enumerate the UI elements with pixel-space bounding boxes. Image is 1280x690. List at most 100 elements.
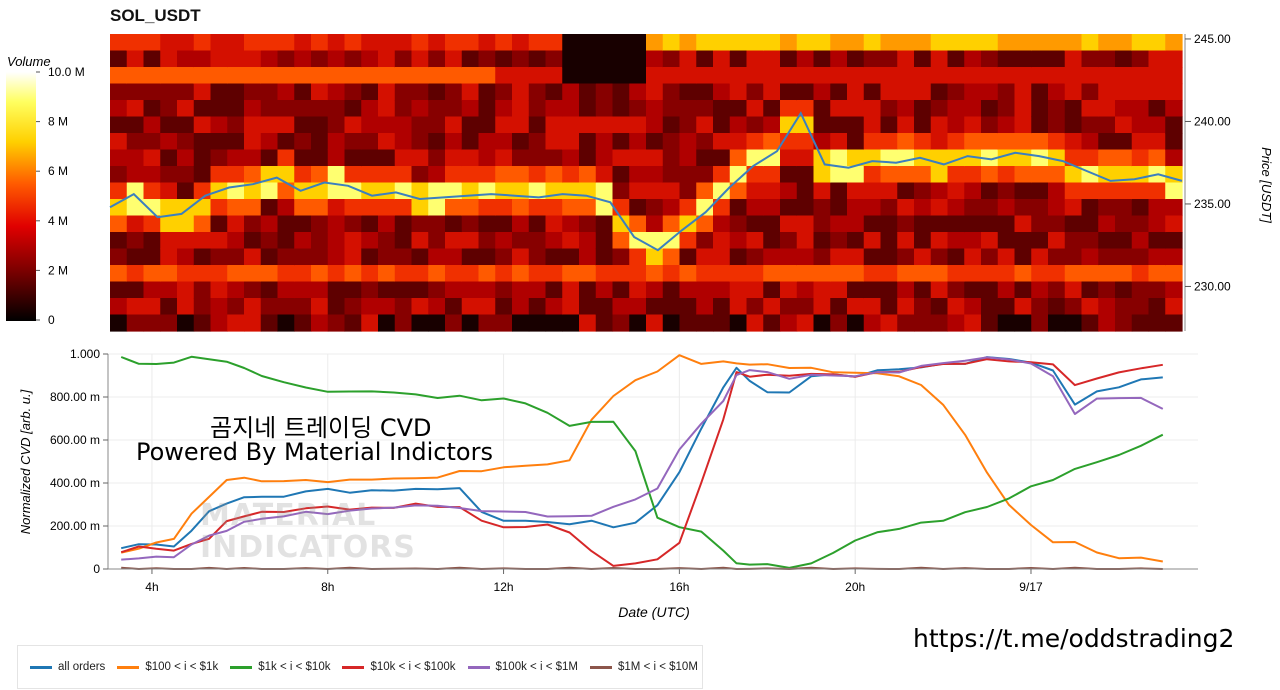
heatmap-cell: [311, 83, 329, 101]
heatmap-cell: [746, 100, 764, 118]
legend-item[interactable]: $100k < i < $1M: [467, 661, 578, 673]
heatmap-cell: [830, 100, 848, 118]
legend-item[interactable]: $10k < i < $100k: [342, 661, 456, 673]
heatmap-cell: [612, 34, 630, 52]
heatmap-cell: [1064, 232, 1083, 250]
heatmap-cell: [595, 281, 614, 299]
heatmap-cell: [160, 248, 178, 266]
heatmap-cell: [394, 215, 413, 233]
legend-item[interactable]: all orders: [30, 661, 105, 673]
heatmap-cell: [294, 83, 312, 101]
heatmap-cell: [1048, 50, 1066, 68]
heatmap-cell: [126, 34, 145, 52]
heatmap-cell: [411, 314, 429, 332]
heatmap-cell: [126, 314, 145, 332]
heatmap-cell: [1148, 116, 1166, 134]
heatmap-cell: [1048, 232, 1066, 250]
colorbar-label: Volume: [7, 54, 51, 69]
heatmap-cell: [796, 232, 815, 250]
heatmap-cell: [1098, 133, 1116, 151]
heatmap-cell: [1064, 281, 1083, 299]
heatmap-cell: [780, 248, 798, 266]
heatmap-cell: [311, 182, 329, 200]
heatmap-cell: [1081, 116, 1099, 134]
heatmap-cell: [930, 232, 949, 250]
heatmap-cell: [378, 34, 396, 52]
heatmap-cell: [562, 281, 580, 299]
heatmap-cell: [746, 67, 764, 85]
heatmap-cell: [897, 232, 915, 250]
heatmap-cell: [1048, 265, 1066, 283]
heatmap-cell: [1148, 34, 1166, 52]
heatmap-cell: [997, 314, 1016, 332]
heatmap-cell: [1115, 133, 1133, 151]
heatmap-cell: [143, 166, 161, 184]
legend-item[interactable]: $1k < i < $10k: [230, 661, 330, 673]
heatmap-cell: [880, 298, 898, 316]
heatmap-cell: [629, 83, 647, 101]
heatmap-cell: [981, 314, 999, 332]
heatmap-cell: [780, 314, 798, 332]
heatmap-cell: [327, 265, 346, 283]
heatmap-cell: [914, 67, 932, 85]
heatmap-cell: [495, 50, 513, 68]
heatmap-cell: [143, 281, 161, 299]
heatmap-cell: [830, 281, 848, 299]
heatmap-cell: [662, 265, 681, 283]
heatmap-cell: [311, 215, 329, 233]
heatmap-cell: [327, 100, 346, 118]
heatmap-cell: [1014, 215, 1032, 233]
heatmap-cell: [595, 83, 614, 101]
heatmap-cell: [528, 215, 547, 233]
heatmap-cell: [930, 67, 949, 85]
colorbar-tick-label: 0: [48, 313, 55, 327]
price-line: [109, 111, 1183, 252]
heatmap-cell: [562, 248, 580, 266]
price-tick-label: 245.00: [1194, 32, 1231, 46]
heatmap-cell: [713, 248, 731, 266]
heatmap-cell: [428, 232, 446, 250]
heatmap-cell: [562, 83, 580, 101]
heatmap-cell: [143, 67, 161, 85]
heatmap-cell: [327, 298, 346, 316]
heatmap-cell: [478, 166, 496, 184]
heatmap-cell: [193, 149, 212, 167]
heatmap-cell: [160, 182, 178, 200]
heatmap-cell: [696, 67, 714, 85]
heatmap-cell: [1115, 34, 1133, 52]
heatmap-cell: [914, 248, 932, 266]
heatmap-cell: [1098, 34, 1116, 52]
legend-item[interactable]: $1M < i < $10M: [590, 661, 698, 673]
heatmap-cell: [110, 83, 128, 101]
heatmap-cell: [495, 314, 513, 332]
heatmap-cell: [579, 281, 597, 299]
heatmap-cell: [327, 133, 346, 151]
heatmap-cell: [981, 116, 999, 134]
heatmap-cell: [729, 265, 748, 283]
heatmap-cell: [947, 166, 965, 184]
heatmap-cell: [210, 100, 228, 118]
heatmap-cell: [1064, 166, 1083, 184]
heatmap-cell: [1031, 166, 1049, 184]
heatmap-cell: [679, 67, 697, 85]
heatmap-cell: [394, 232, 413, 250]
heatmap-cell: [126, 67, 145, 85]
heatmap-cell: [1014, 116, 1032, 134]
colorbar: [6, 72, 36, 321]
heatmap-cell: [696, 298, 714, 316]
heatmap-cell: [696, 34, 714, 52]
heatmap-cell: [880, 281, 898, 299]
heatmap-cell: [997, 67, 1016, 85]
heatmap-cell: [394, 199, 413, 217]
legend-item[interactable]: $100 < i < $1k: [117, 661, 218, 673]
heatmap-cell: [528, 298, 547, 316]
cvd-x-tick-label: 12h: [494, 580, 514, 594]
heatmap-cell: [445, 133, 463, 151]
heatmap-cell: [813, 34, 831, 52]
heatmap-cell: [260, 50, 279, 68]
heatmap-cell: [947, 133, 965, 151]
heatmap-cell: [495, 199, 513, 217]
heatmap-cell: [914, 281, 932, 299]
heatmap-cell: [713, 100, 731, 118]
telegram-link[interactable]: https://t.me/oddstrading2: [913, 624, 1235, 653]
